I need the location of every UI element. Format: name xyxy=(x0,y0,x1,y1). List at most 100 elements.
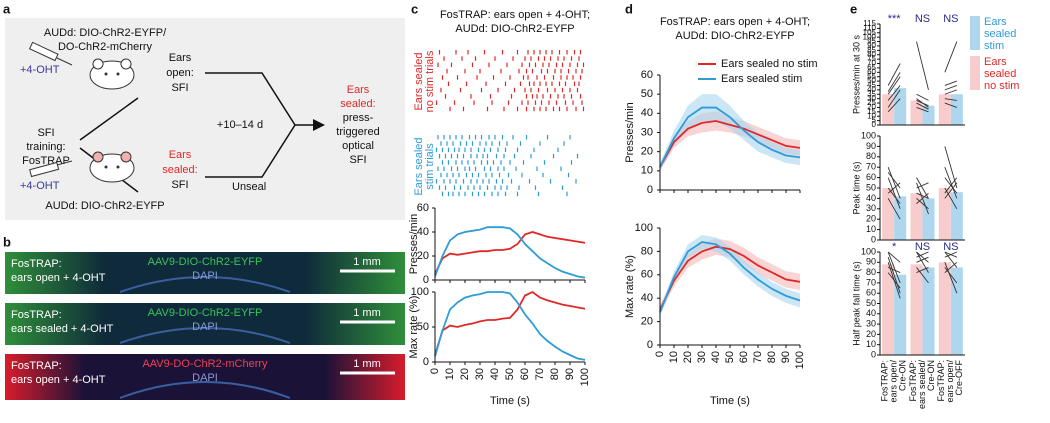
y-tick-label: 60 xyxy=(866,288,876,298)
test: SFI xyxy=(349,154,366,166)
y-tick-label: 100 xyxy=(861,130,876,140)
paired-line xyxy=(944,262,958,294)
image-stain: DAPI xyxy=(192,372,218,384)
y-axis-label: Peak time (s) xyxy=(851,161,861,214)
y-tick-label: 80 xyxy=(641,245,653,257)
image-virus: AAV9-DIO-ChR2-EYFP xyxy=(148,256,263,268)
image-label: ears open + 4-OHT xyxy=(11,272,106,284)
image: FosTRAP: ears sealed + 4-OHT AAV9-DIO-Ch… xyxy=(5,303,405,345)
series-line xyxy=(659,245,801,311)
y-tick-label: 75 xyxy=(867,54,876,63)
paired-line xyxy=(887,98,901,113)
y-tick-label: 50 xyxy=(641,88,653,100)
paired-line xyxy=(944,267,958,284)
y-tick-label: 0 xyxy=(423,274,429,286)
error-band xyxy=(660,235,800,316)
y-tick-label: 10 xyxy=(866,224,876,234)
paired-line xyxy=(944,102,957,108)
paired-line xyxy=(916,251,929,273)
y-tick-label: 35 xyxy=(867,89,876,98)
paired-line xyxy=(944,187,958,210)
series-line xyxy=(659,106,801,168)
y-tick-label: 40 xyxy=(867,85,876,94)
x-tick-label: 20 xyxy=(459,368,471,380)
bar xyxy=(882,188,895,240)
y-tick-label: 90 xyxy=(866,141,876,151)
training: FosTRAP xyxy=(22,155,70,167)
panel-label: c xyxy=(411,1,418,16)
y-tick-label: 70 xyxy=(867,59,876,68)
x-tick-label: 60 xyxy=(738,351,750,363)
paired-line xyxy=(916,267,929,284)
paired-line xyxy=(944,41,958,73)
y-tick-label: 70 xyxy=(866,277,876,287)
significance: * xyxy=(892,241,897,253)
y-tick-label: 105 xyxy=(863,28,877,37)
legend-label: Ears sealed no stim xyxy=(984,56,1020,92)
image-label: FosTRAP: xyxy=(11,258,62,270)
x-tick-label: 100 xyxy=(794,351,806,369)
paired-line xyxy=(887,89,901,108)
series-line xyxy=(434,226,586,279)
bar xyxy=(882,94,895,125)
y-tick-label: 90 xyxy=(867,41,876,50)
chart-title: FosTRAP: ears open + 4-OHT; xyxy=(660,16,810,28)
x-axis-label: Time (s) xyxy=(490,395,530,407)
bar xyxy=(910,100,923,125)
x-tick-label: ears open/ xyxy=(945,360,955,403)
paired-line xyxy=(887,251,901,263)
paired-line xyxy=(944,177,958,194)
x-tick-label: FosTRAP: xyxy=(936,360,946,402)
x-tick-label: 90 xyxy=(564,368,576,380)
paired-line xyxy=(916,192,929,199)
x-tick-label: 50 xyxy=(724,351,736,363)
raster-label: no stim trials xyxy=(424,50,436,112)
image-label: FosTRAP: xyxy=(11,309,62,321)
condition-highlight: sealed: xyxy=(162,164,197,176)
x-tick-label: 100 xyxy=(579,368,591,386)
y-tick-label: 0 xyxy=(872,120,877,129)
y-tick-label: 20 xyxy=(866,329,876,339)
y-tick-label: 40 xyxy=(866,193,876,203)
image-virus: AAV9-DIO-ChR2-EYFP xyxy=(148,307,263,319)
construct: AUDd: DIO-ChR2-EYFP/ xyxy=(44,27,167,39)
y-tick-label: 0 xyxy=(647,339,653,351)
y-tick-label: 50 xyxy=(417,321,429,333)
legend-label: Ears sealed no stim xyxy=(721,58,818,70)
y-tick-label: 90 xyxy=(866,257,876,267)
y-tick-label: 10 xyxy=(641,165,653,177)
y-tick-label: 100 xyxy=(635,222,653,234)
y-tick-label: 15 xyxy=(867,107,876,116)
schematic-box xyxy=(5,18,405,220)
condition: SFI xyxy=(171,179,188,191)
bar xyxy=(910,193,923,240)
x-tick-label: ears sealed/ xyxy=(917,360,927,410)
paired-line xyxy=(887,272,901,289)
y-tick-label: 5 xyxy=(872,116,877,125)
x-tick-label: 20 xyxy=(682,351,694,363)
x-tick-label: 40 xyxy=(489,368,501,380)
x-tick-label: FosTRAP: xyxy=(880,360,890,402)
y-axis-label: Half peak fall time (s) xyxy=(851,261,861,346)
chart-title: AUDd: DIO-ChR2-EYFP xyxy=(675,30,794,42)
paired-line xyxy=(944,85,957,91)
y-tick-label: 80 xyxy=(866,151,876,161)
paired-line xyxy=(887,177,901,209)
y-tick-label: 100 xyxy=(861,246,876,256)
y-tick-label: 40 xyxy=(417,226,429,238)
syringe-icon xyxy=(28,41,73,66)
y-tick-label: 25 xyxy=(867,98,876,107)
paired-line xyxy=(887,251,901,284)
syringe-icon xyxy=(29,160,73,178)
panel-label: a xyxy=(3,1,11,16)
y-tick-label: 0 xyxy=(647,184,653,196)
chart-title: AUDd: DIO-ChR2-EYFP xyxy=(455,23,574,35)
bar xyxy=(882,264,895,355)
bar xyxy=(950,192,963,240)
paired-line xyxy=(887,172,901,189)
bar xyxy=(922,198,935,240)
legend-swatch xyxy=(970,16,980,50)
raster-label: Ears sealed xyxy=(413,137,425,195)
paired-line xyxy=(887,198,901,220)
